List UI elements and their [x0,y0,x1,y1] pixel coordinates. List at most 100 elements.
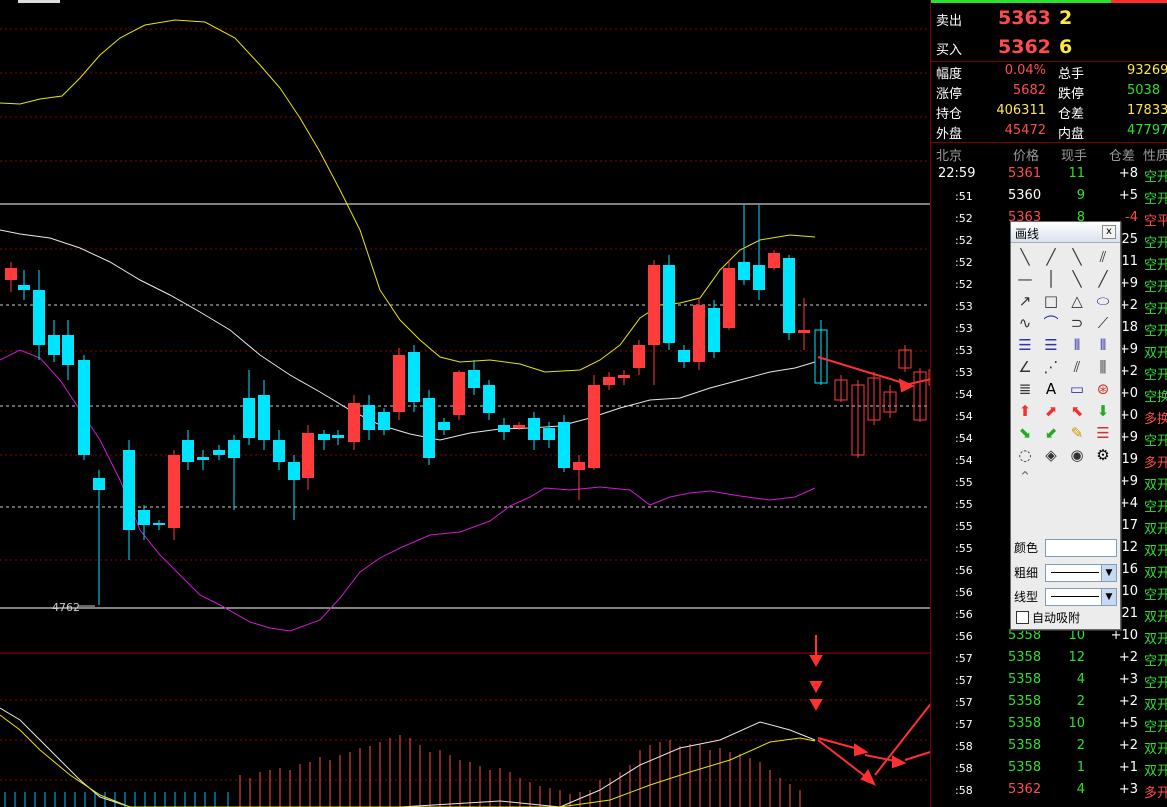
down-line-icon[interactable]: ╲ [1072,248,1082,266]
fib-fan-icon[interactable]: ⟋ [1097,314,1109,332]
auto-snap-label: 自动吸附 [1032,611,1081,625]
tick-time: :54 [955,410,973,423]
period-line-icon[interactable]: ⦀ [1073,336,1081,354]
hide-icon[interactable]: ◌ [1018,446,1032,464]
up-arrow-red-icon[interactable]: ⬆ [1018,402,1032,420]
tick-nature: 空开 [1144,676,1167,691]
stat-row: 持仓 406311 仓差 17833 [931,103,1167,123]
tick-row[interactable]: :57 5358 2 +2 双开 [931,694,1167,714]
tick-row[interactable]: :58 5358 1 +1 双开 [931,760,1167,780]
down-left-arrow-red-icon[interactable]: ⬉ [1070,402,1084,420]
chevron-down-icon[interactable]: ▼ [1101,565,1116,581]
line-style-select[interactable]: ▼ [1045,588,1117,606]
down-right-arrow-green-icon[interactable]: ⬊ [1018,424,1032,442]
tick-row[interactable]: :57 5358 12 +2 空开 [931,650,1167,670]
divider [931,61,1167,62]
collapse-icon[interactable]: ⌃ [1018,468,1032,486]
down-arrow-green-icon[interactable]: ⬇ [1096,402,1110,420]
tick-row[interactable]: :54 19 多开 [931,452,1167,472]
wave-icon[interactable]: ∿ [1018,314,1032,332]
close-icon[interactable]: x [1102,225,1116,239]
tick-volume: 1 [1076,760,1085,775]
palette-titlebar[interactable]: 画线 x [1011,222,1120,243]
tick-nature: 多开 [1144,786,1167,801]
parallel-line-icon[interactable]: ⫽ [1099,248,1107,266]
tick-row[interactable]: :52 +9 空开 [931,276,1167,296]
stat-row: 幅度 0.04% 总手 93269 [931,63,1167,83]
golden-section-icon[interactable]: ☰ [1044,336,1058,354]
tick-time: :58 [955,762,973,775]
candle [798,298,810,350]
tick-row[interactable]: :51 5360 9 +5 空开 [931,188,1167,208]
tick-time: :53 [955,344,973,357]
tick-row[interactable]: :55 +9 双开 [931,474,1167,494]
gann-fan-icon[interactable]: ⋰ [1043,358,1059,376]
candlestick-chart[interactable]: 4762 [0,0,930,807]
tick-row[interactable]: :54 +0 多换 [931,408,1167,428]
tick-row[interactable]: :55 12 双开 [931,540,1167,560]
eraser-icon[interactable]: ✎ [1070,424,1084,442]
eye-icon[interactable]: ◉ [1070,446,1084,464]
horizontal-line-icon[interactable]: — [1017,270,1033,288]
fib-channel-icon[interactable]: ⫼ [1099,358,1107,376]
tick-row[interactable]: :52 25 空开 [931,232,1167,252]
list-icon[interactable]: ☰ [1096,424,1110,442]
chevron-down-icon[interactable]: ▼ [1101,589,1116,605]
half-circle-icon[interactable]: ⊃ [1070,314,1084,332]
speed-line-icon[interactable]: ⫽ [1073,358,1081,376]
text-icon[interactable]: A [1045,380,1057,398]
tick-row[interactable]: 22:59 5361 11 +8 空开 [931,166,1167,186]
tick-row[interactable]: :53 +2 空开 [931,298,1167,318]
tick-row[interactable]: :58 5362 4 +3 多开 [931,782,1167,802]
auto-snap-checkbox[interactable] [1016,611,1029,624]
diagonal-line-icon[interactable]: ╲ [1072,270,1082,288]
ray-line-icon[interactable]: ╱ [1046,248,1056,266]
slash-line-icon[interactable]: ╱ [1098,270,1108,288]
triangle-icon[interactable]: △ [1071,292,1083,310]
ellipse-icon[interactable]: ⬭ [1096,292,1110,310]
vertical-segment-icon[interactable]: │ [1046,270,1056,288]
tick-nature: 多换 [1144,412,1167,427]
drawing-tools-palette[interactable]: 画线 x ╲ ╱ ╲ ⫽ — │ ╲ ╱ ↗ □ △ ⬭ ∿ ⌒ ⊃ ⟋ ☰ ☰ ⦀ ⦀ ∠ ⋰ ⫽ ⫼ ≣ A ▭ ⊛ ⬆ ⬈ ⬉ ⬇ ⬊ ⬋ ✎… [1010,221,1121,630]
linear-regression-icon[interactable]: ≣ [1018,380,1032,398]
tick-oi-change: +5 [1118,716,1138,731]
tick-oi-change: 19 [1121,452,1138,467]
fib-time-icon[interactable]: ⦀ [1099,336,1107,354]
tick-row[interactable]: :54 +9 空开 [931,430,1167,450]
tick-row[interactable]: :52 11 空开 [931,254,1167,274]
tick-row[interactable]: :54 +0 空换 [931,386,1167,406]
stamp-icon[interactable]: ⊛ [1096,380,1110,398]
tick-row[interactable]: :57 5358 10 +5 空开 [931,716,1167,736]
tick-row[interactable]: :53 +9 双开 [931,342,1167,362]
arc-icon[interactable]: ⌒ [1043,314,1059,332]
tick-nature: 双开 [1144,698,1167,713]
tick-row[interactable]: :57 5358 4 +3 空开 [931,672,1167,692]
fib-retrace-icon[interactable]: ☰ [1018,336,1032,354]
rectangle-icon[interactable]: □ [1043,292,1059,310]
tick-row[interactable]: :53 +2 空开 [931,364,1167,384]
ruler-icon[interactable]: ▭ [1069,380,1085,398]
tick-row[interactable]: :58 5358 2 +2 双开 [931,738,1167,758]
angle-line-icon[interactable]: ∠ [1018,358,1032,376]
line-width-select[interactable]: ▼ [1045,564,1117,582]
color-label: 颜色 [1014,541,1039,555]
tick-row[interactable]: :56 5358 10 +10 双开 [931,628,1167,648]
tick-row[interactable]: :53 18 空开 [931,320,1167,340]
tick-row[interactable]: :55 17 双开 [931,518,1167,538]
up-right-arrow-red-icon[interactable]: ⬈ [1044,402,1058,420]
tick-row[interactable]: :55 +4 空开 [931,496,1167,516]
show-hide-icon[interactable]: ◈ [1045,446,1057,464]
tick-oi-change: 21 [1121,606,1138,621]
settings-icon[interactable]: ⚙ [1096,446,1110,464]
tick-row[interactable]: :56 10 空开 [931,584,1167,604]
segment-line-icon[interactable]: ╲ [1020,248,1030,266]
color-picker[interactable] [1045,539,1117,557]
tick-row[interactable]: :56 16 双开 [931,562,1167,582]
candle [62,320,74,380]
tick-time: :55 [955,498,973,511]
tick-row[interactable]: :56 21 双开 [931,606,1167,626]
arrow-line-icon[interactable]: ↗ [1018,292,1032,310]
boll-lower-line [0,349,816,632]
tick-time: :57 [955,652,973,665]
up-left-arrow-green-icon[interactable]: ⬋ [1044,424,1058,442]
